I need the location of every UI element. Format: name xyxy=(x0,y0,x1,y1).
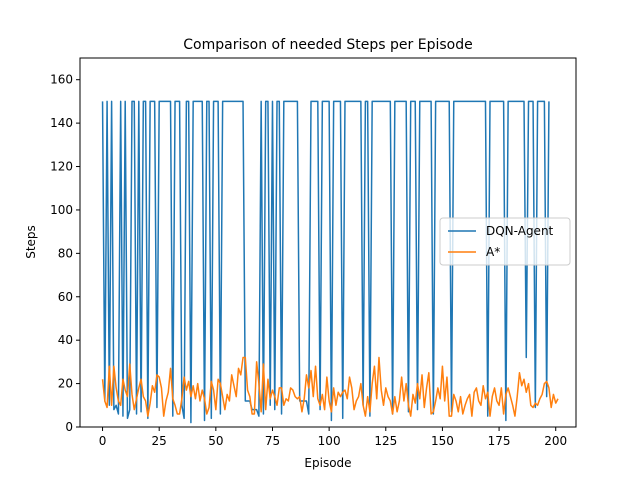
x-axis-label: Episode xyxy=(304,456,351,470)
y-tick-label: 40 xyxy=(58,333,73,347)
plot-area: 0 25 50 75 100 125 150 175 200 0 20 40 60 80 100 120 140… xyxy=(50,57,577,448)
y-tick-label: 60 xyxy=(58,290,73,304)
series-line-dqn-agent xyxy=(101,100,550,424)
x-tick-label: 175 xyxy=(488,434,511,448)
y-tick-label: 20 xyxy=(58,377,73,391)
x-tick-label: 0 xyxy=(99,434,107,448)
y-axis-label: Steps xyxy=(24,225,38,259)
y-tick-label: 100 xyxy=(50,203,73,217)
legend-label-dqn-agent: DQN-Agent xyxy=(486,224,554,238)
y-tick-label: 140 xyxy=(50,116,73,130)
legend-label-a-star: A* xyxy=(486,245,500,259)
x-tick-label: 100 xyxy=(318,434,341,448)
legend-frame xyxy=(439,217,571,266)
x-tick-label: 25 xyxy=(152,434,167,448)
chart-title: Comparison of needed Steps per Episode xyxy=(183,37,472,53)
x-tick-label: 125 xyxy=(374,434,397,448)
x-tick-label: 50 xyxy=(208,434,223,448)
y-tick-label: 80 xyxy=(58,246,73,260)
y-tick-label: 0 xyxy=(65,420,73,434)
y-tick-label: 120 xyxy=(50,160,73,174)
series-line-a-star xyxy=(101,356,559,417)
x-tick-label: 150 xyxy=(431,434,454,448)
x-tick-label: 200 xyxy=(544,434,567,448)
y-tick-label: 160 xyxy=(50,73,73,87)
x-tick-label: 75 xyxy=(265,434,280,448)
axes-frame xyxy=(79,57,577,428)
legend: DQN-Agent A* xyxy=(439,217,571,266)
